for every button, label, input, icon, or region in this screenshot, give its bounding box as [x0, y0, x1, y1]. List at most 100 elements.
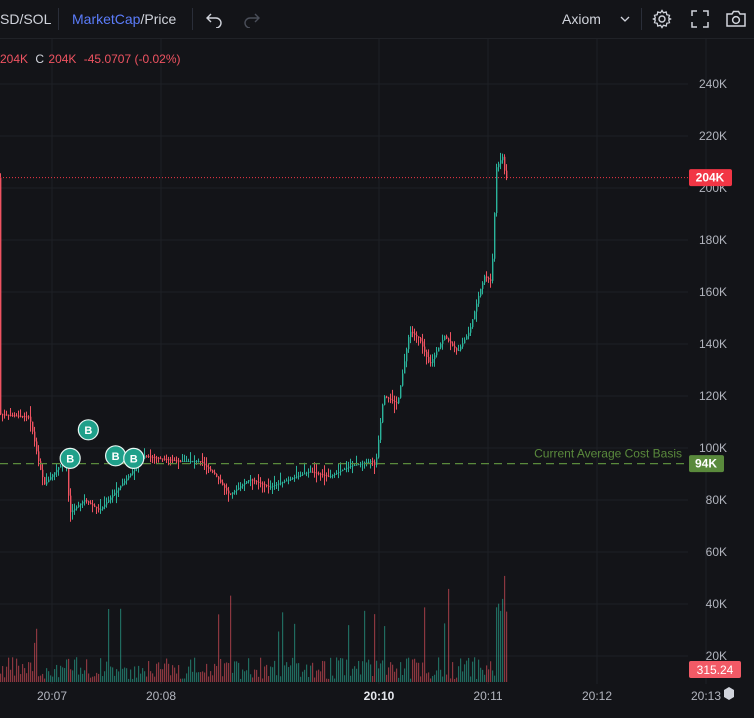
y-tick-label: 220K	[699, 129, 727, 143]
volume-bar	[44, 678, 46, 682]
pair-selector[interactable]: SD/SOL	[0, 0, 51, 38]
volume-bar	[272, 667, 274, 682]
volume-bar	[14, 675, 16, 682]
volume-bar	[498, 603, 500, 682]
candle-body	[26, 416, 28, 418]
candle-body	[80, 503, 82, 506]
candle-body	[290, 478, 292, 480]
candle-body	[352, 465, 354, 467]
display-mode-toggle[interactable]: MarketCap / Price	[72, 0, 176, 38]
volume-bar	[120, 608, 122, 682]
candle-body	[58, 467, 60, 470]
screenshot-button[interactable]	[723, 6, 749, 32]
cost-basis-tag-bg	[689, 455, 724, 473]
candle-body	[200, 461, 202, 462]
candle-body	[316, 472, 318, 474]
candle-body	[102, 506, 104, 510]
volume-bar	[6, 666, 8, 682]
volume-bar	[352, 668, 354, 682]
undo-button[interactable]	[201, 6, 227, 32]
source-selector[interactable]: Axiom	[562, 0, 630, 38]
volume-bar	[186, 673, 188, 682]
time-axis[interactable]: 20:07 20:08 20:10 20:11 20:12 20:13	[37, 689, 721, 703]
mode-marketcap[interactable]: MarketCap	[72, 11, 141, 27]
volume-bar	[210, 671, 212, 682]
volume-bar	[248, 658, 250, 682]
candle-body	[134, 468, 136, 472]
candle-body	[8, 414, 10, 416]
volume-bar	[254, 669, 256, 682]
candle-body	[50, 477, 52, 480]
volume-bar	[322, 660, 324, 682]
volume-bar	[226, 662, 228, 682]
volume-bar	[204, 672, 206, 682]
buy-marker[interactable]: B	[104, 445, 127, 467]
candle-body	[326, 475, 328, 477]
candle-body	[164, 458, 166, 460]
candle-body	[418, 336, 420, 339]
volume-bar	[62, 667, 64, 682]
fullscreen-button[interactable]	[687, 6, 713, 32]
cost-basis-tag: 94K	[689, 455, 724, 473]
volume-bar	[188, 666, 190, 682]
y-tick-label: 20K	[706, 649, 727, 663]
redo-button[interactable]	[239, 6, 265, 32]
camera-icon	[726, 10, 746, 27]
candle-body	[222, 482, 224, 486]
candle-body	[394, 401, 396, 403]
candle-body	[470, 327, 472, 333]
candle-body	[362, 463, 364, 465]
volume-bar	[250, 674, 252, 682]
candle-body	[464, 339, 466, 344]
mode-separator: /	[140, 11, 145, 27]
volume-bar	[24, 668, 26, 682]
candle-body	[110, 497, 112, 500]
candle-body	[396, 402, 398, 404]
volume-bar	[376, 660, 378, 682]
candle-body	[454, 345, 456, 349]
volume-bar	[170, 675, 172, 682]
candle-body	[278, 483, 280, 485]
volume-bars	[0, 575, 508, 682]
price-axis[interactable]: 240K220K200K180K160K140K120K100K80K60K40…	[699, 77, 727, 663]
buy-marker[interactable]: B	[77, 419, 99, 441]
candle-body	[458, 350, 460, 352]
volume-bar	[142, 668, 144, 682]
candle-body	[158, 457, 160, 459]
candle-body	[120, 485, 122, 489]
volume-bar	[470, 676, 472, 682]
last-price-tag-text: 204K	[696, 171, 725, 185]
mode-price[interactable]: Price	[144, 11, 177, 27]
volume-bar	[50, 675, 52, 682]
volume-bar	[314, 677, 316, 682]
candle-body	[488, 277, 490, 280]
candle-body	[302, 474, 304, 476]
volume-bar	[338, 660, 340, 682]
candle-body	[334, 474, 336, 476]
buy-marker[interactable]: B	[59, 447, 81, 469]
volume-bar	[494, 675, 496, 682]
candle-body	[258, 481, 260, 483]
volume-bar	[16, 658, 18, 682]
candle-body	[184, 461, 186, 462]
volume-bar	[124, 667, 126, 682]
candle-body	[4, 414, 6, 416]
volume-bar	[476, 678, 478, 682]
buy-marker-circle	[123, 447, 145, 469]
volume-bar	[332, 675, 334, 682]
volume-bar	[178, 665, 180, 682]
buy-marker[interactable]: B	[123, 447, 145, 469]
volume-bar	[266, 664, 268, 682]
price-chart[interactable]: Current Average Cost Basis BB B B 240K220K…	[0, 39, 754, 718]
candle-body	[268, 485, 270, 487]
candle-body	[128, 476, 130, 479]
volume-bar	[206, 663, 208, 682]
volume-bar	[218, 614, 220, 682]
volume-bar	[196, 672, 198, 682]
volume-bar	[390, 662, 392, 682]
candle-body	[0, 177, 2, 415]
settings-button[interactable]	[649, 6, 675, 32]
candle-body	[166, 459, 168, 461]
candle-body	[112, 495, 114, 498]
candle-body	[270, 486, 272, 488]
